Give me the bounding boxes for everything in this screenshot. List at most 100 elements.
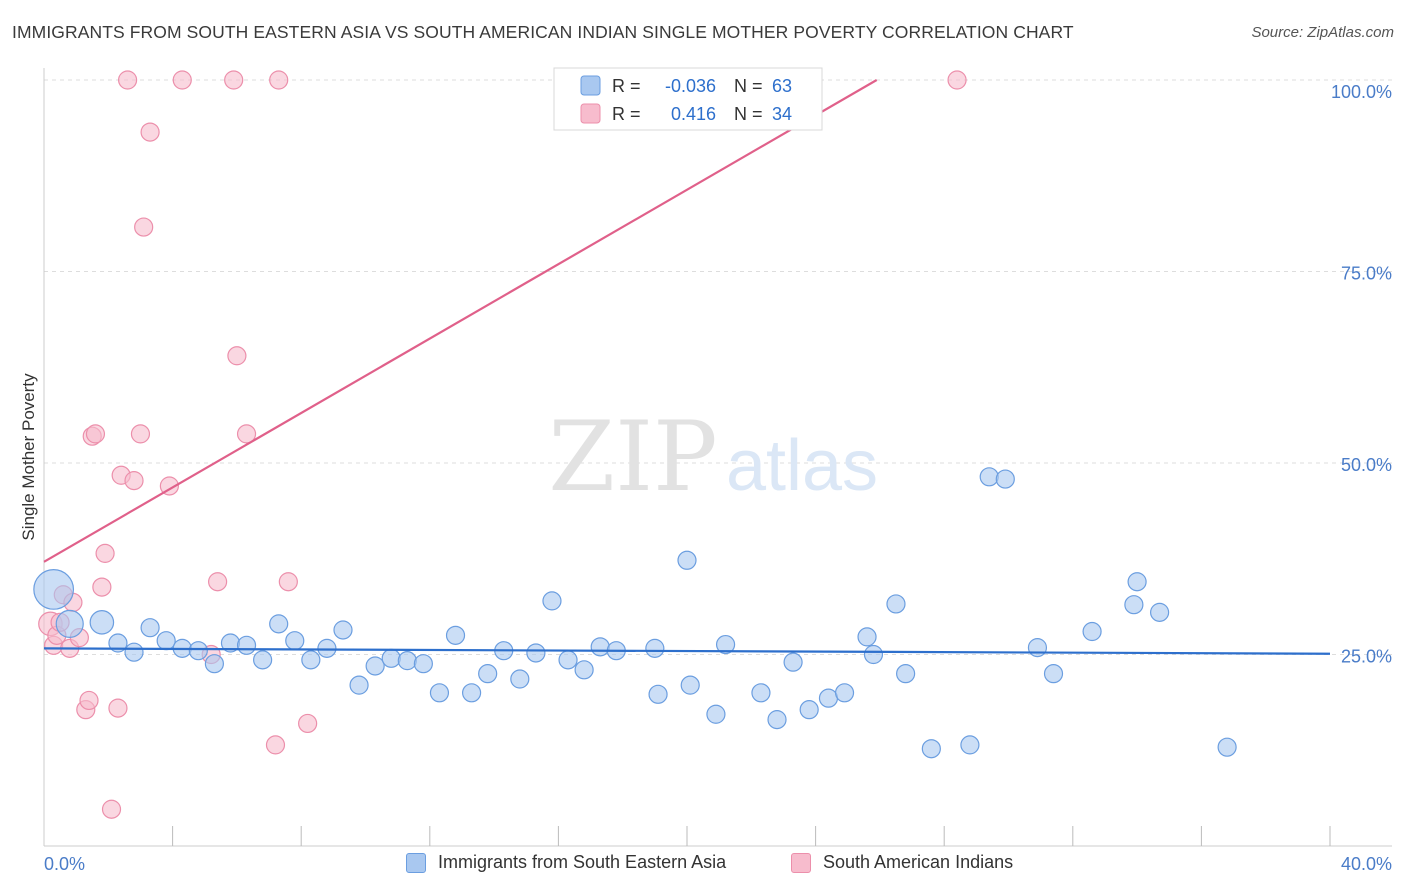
scatter-point-blue <box>124 642 144 662</box>
scatter-point-blue <box>995 469 1015 489</box>
watermark: ZIP atlas <box>548 401 878 513</box>
series-blue-points <box>33 467 1237 759</box>
scatter-point-blue <box>285 631 305 651</box>
scatter-point-pink <box>947 70 967 90</box>
legend-top-r-value-pink: 0.416 <box>671 104 716 124</box>
scatter-point-blue <box>349 675 369 695</box>
y-tick-label: 25.0% <box>1341 647 1392 667</box>
scatter-point-blue <box>33 568 75 610</box>
scatter-point-blue <box>799 700 819 720</box>
scatter-point-pink <box>130 424 151 444</box>
scatter-point-blue <box>188 641 208 661</box>
scatter-point-pink <box>101 799 122 819</box>
scatter-point-blue <box>1043 664 1064 684</box>
scatter-point-pink <box>79 690 99 711</box>
scatter-point-blue <box>767 710 787 730</box>
scatter-point-blue <box>253 650 273 670</box>
scatter-point-blue <box>478 664 498 684</box>
legend-top-n-label-blue: N = <box>734 76 763 96</box>
scatter-point-pink <box>92 577 112 597</box>
scatter-point-pink <box>95 543 115 563</box>
scatter-point-blue <box>818 688 839 708</box>
legend-label-blue: Immigrants from South Eastern Asia <box>438 852 727 872</box>
scatter-point-pink <box>85 424 106 444</box>
y-tick-label: 50.0% <box>1341 455 1392 475</box>
scatter-point-blue <box>648 684 668 704</box>
scatter-point-blue <box>381 648 401 668</box>
legend-swatch-blue <box>406 852 426 873</box>
scatter-point-blue <box>783 652 803 672</box>
legend-top-swatch-pink <box>580 103 601 124</box>
scatter-point-pink <box>108 698 128 718</box>
scatter-point-blue <box>960 735 980 755</box>
scatter-point-pink <box>269 70 289 90</box>
scatter-point-blue <box>857 627 877 647</box>
legend-top-r-label-pink: R = <box>612 104 641 124</box>
scatter-point-blue <box>140 618 160 638</box>
scatter-point-blue <box>979 467 999 487</box>
watermark-atlas: atlas <box>726 426 878 506</box>
scatter-point-pink <box>298 713 318 734</box>
scatter-point-blue <box>89 610 115 635</box>
scatter-point-pink <box>224 70 244 90</box>
scatter-point-blue <box>397 651 417 671</box>
legend-top-n-value-blue: 63 <box>772 76 792 96</box>
scatter-point-blue <box>1027 638 1048 658</box>
scatter-point-blue <box>886 594 906 614</box>
scatter-point-blue <box>558 650 578 670</box>
legend-swatch-pink <box>791 852 811 873</box>
scatter-point-blue <box>1082 621 1102 642</box>
scatter-point-pink <box>172 70 192 90</box>
scatter-point-blue <box>526 643 546 663</box>
scatter-point-pink <box>278 572 298 592</box>
legend-item-pink: South American Indians <box>791 852 1013 873</box>
scatter-point-pink <box>159 476 179 496</box>
scatter-point-blue <box>645 638 665 658</box>
scatter-point-blue <box>445 625 466 645</box>
y-tick-label: 75.0% <box>1341 264 1392 284</box>
scatter-point-pink <box>134 217 154 237</box>
scatter-point-blue <box>429 683 450 703</box>
scatter-point-blue <box>55 609 84 638</box>
scatter-point-blue <box>677 550 697 570</box>
scatter-point-blue <box>590 637 610 657</box>
scatter-point-blue <box>510 669 530 689</box>
legend-item-blue: Immigrants from South Eastern Asia <box>406 852 726 873</box>
scatter-point-blue <box>301 650 321 670</box>
scatter-point-blue <box>1217 737 1237 757</box>
scatter-point-pink <box>117 70 138 90</box>
legend-top-r-value-blue: -0.036 <box>665 76 716 96</box>
scatter-point-blue <box>751 683 771 703</box>
scatter-point-blue <box>204 654 224 674</box>
scatter-point-blue <box>863 644 884 665</box>
scatter-point-blue <box>715 634 736 655</box>
scatter-point-blue <box>1150 602 1170 622</box>
scatter-point-blue <box>269 614 289 634</box>
scatter-point-blue <box>706 704 726 724</box>
scatter-point-blue <box>680 675 700 695</box>
scatter-point-blue <box>236 635 257 655</box>
scatter-point-blue <box>413 654 433 674</box>
scatter-point-pink <box>265 735 286 755</box>
grid: 25.0% 50.0% 75.0% 100.0% <box>44 79 1392 667</box>
legend-label-pink: South American Indians <box>823 852 1014 872</box>
y-tick-label: 100.0% <box>1331 82 1392 102</box>
chart-title: IMMIGRANTS FROM SOUTH EASTERN ASIA VS SO… <box>12 22 1074 42</box>
scatter-point-blue <box>461 683 482 703</box>
scatter-point-blue <box>108 633 128 653</box>
axes: 0.0% 40.0% <box>43 68 1392 874</box>
legend-top-r-label-blue: R = <box>612 76 641 96</box>
scatter-point-pink <box>124 471 144 491</box>
trend-line-blue <box>43 647 1331 655</box>
trend-line-pink <box>43 79 878 563</box>
scatter-point-blue <box>365 656 385 676</box>
legend-bottom: Immigrants from South Eastern Asia South… <box>0 850 1406 878</box>
scatter-point-blue <box>1124 595 1144 615</box>
scatter-point-blue <box>1127 572 1147 592</box>
legend-top-n-value-pink: 34 <box>772 104 792 124</box>
scatter-point-blue <box>317 638 337 658</box>
scatter-point-pink <box>208 572 228 592</box>
legend-top-n-label-pink: N = <box>734 104 763 124</box>
scatter-point-blue <box>542 591 562 611</box>
